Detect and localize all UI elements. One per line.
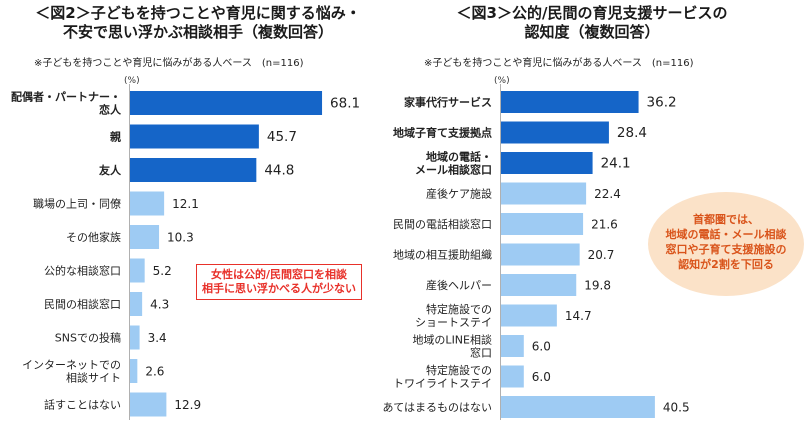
fig3-bar-1 bbox=[501, 121, 609, 144]
fig3-bar-2 bbox=[501, 152, 593, 174]
fig3-category-label-10: あてはまるものはない bbox=[382, 401, 492, 414]
fig3-bar-0 bbox=[501, 91, 639, 113]
fig3-bar-7 bbox=[501, 304, 557, 327]
fig3-value-label-0: 36.2 bbox=[647, 95, 677, 111]
fig2-category-label-1: 親 bbox=[110, 130, 121, 144]
fig2-value-label-5: 5.2 bbox=[153, 264, 172, 278]
fig2-bar-2 bbox=[130, 158, 257, 182]
fig3-bar-4 bbox=[501, 213, 584, 235]
fig3-value-label-10: 40.5 bbox=[663, 401, 690, 415]
fig3-category-label-3: 産後ケア施設 bbox=[426, 187, 492, 201]
fig2-unit-label: (%) bbox=[124, 76, 140, 86]
fig2-bar-8 bbox=[130, 359, 138, 383]
fig2-value-label-4: 10.3 bbox=[167, 231, 194, 245]
fig2-bar-7 bbox=[130, 325, 140, 350]
fig3-value-label-2: 24.1 bbox=[601, 156, 631, 172]
fig3-bar-5 bbox=[501, 243, 580, 266]
fig2-category-label-9: 話すことはない bbox=[44, 398, 121, 412]
fig2-category-label-5: 公的な相談窓口 bbox=[44, 264, 121, 278]
fig2-bar-0 bbox=[130, 91, 323, 115]
fig2-value-label-2: 44.8 bbox=[264, 163, 294, 179]
fig3-bar-3 bbox=[501, 182, 587, 205]
fig2-value-label-0: 68.1 bbox=[330, 96, 360, 112]
fig2-title: ＜図2＞子どもを持つことや育児に関する悩み・ 不安で思い浮かぶ相談相手（複数回答… bbox=[35, 4, 361, 41]
fig3-value-label-4: 21.6 bbox=[591, 218, 618, 232]
fig3-unit-label: (%) bbox=[494, 76, 510, 86]
fig3-category-label-6: 産後ヘルパー bbox=[426, 278, 492, 292]
fig2-category-label-2: 友人 bbox=[99, 163, 122, 177]
fig3-category-label-2: 地域の電話・メール相談窓口 bbox=[415, 150, 492, 177]
fig2-value-label-6: 4.3 bbox=[150, 298, 169, 312]
fig2-value-label-8: 2.6 bbox=[145, 365, 164, 379]
fig3-title: ＜図3＞公的/民間の育児支援サービスの 認知度（複数回答） bbox=[456, 4, 728, 41]
fig3-category-label-8: 地域のLINE相談窓口 bbox=[412, 333, 492, 360]
fig3-value-label-6: 19.8 bbox=[584, 279, 611, 293]
fig2-value-label-9: 12.9 bbox=[174, 398, 201, 412]
fig3-category-label-7: 特定施設でのショートステイ bbox=[415, 302, 492, 329]
fig2-callout: 女性は公的/民間窓口を相談 相手に思い浮かべる人が少ない bbox=[196, 264, 362, 300]
fig3-bubble: 首都圏では、 地域の電話・メール相談 窓口や子育て支援施設の 認知が2割を下回る bbox=[648, 192, 804, 296]
fig3-bar-6 bbox=[501, 274, 577, 296]
fig3-category-label-0: 家事代行サービス bbox=[404, 95, 492, 109]
fig2-bar-4 bbox=[130, 225, 160, 249]
fig2-value-label-3: 12.1 bbox=[172, 197, 199, 211]
fig3-category-label-4: 民間の電話相談窓口 bbox=[393, 217, 492, 231]
fig3-category-label-9: 特定施設でのトワイライトステイ bbox=[393, 363, 492, 390]
fig2-category-label-6: 民間の相談窓口 bbox=[44, 297, 121, 311]
fig2-bar-1 bbox=[130, 124, 259, 149]
fig3-value-label-1: 28.4 bbox=[617, 125, 647, 141]
fig3-bar-8 bbox=[501, 335, 524, 357]
fig3-value-label-5: 20.7 bbox=[588, 248, 615, 262]
fig3-category-label-1: 地域子育て支援拠点 bbox=[393, 126, 492, 140]
fig2-category-label-7: SNSでの投稿 bbox=[55, 331, 121, 345]
fig2-category-label-8: インターネットでの相談サイト bbox=[22, 359, 121, 385]
fig2-value-label-7: 3.4 bbox=[148, 331, 167, 345]
fig2-bar-3 bbox=[130, 191, 165, 216]
fig2-category-label-4: その他家族 bbox=[66, 230, 121, 244]
fig3-category-label-5: 地域の相互援助組織 bbox=[393, 248, 492, 262]
fig2-bar-5 bbox=[130, 258, 145, 283]
fig2-bar-6 bbox=[130, 292, 143, 316]
fig3-value-label-7: 14.7 bbox=[565, 309, 592, 323]
fig2-category-label-3: 職場の上司・同僚 bbox=[33, 198, 121, 211]
fig2-note: ※子どもを持つことや育児に悩みがある人ベース (n=116) bbox=[34, 58, 304, 69]
fig3-value-label-3: 22.4 bbox=[594, 187, 621, 201]
fig2-bar-9 bbox=[130, 392, 167, 417]
fig3-note: ※子どもを持つことや育児に悩みがある人ベース (n=116) bbox=[424, 58, 694, 69]
fig3-value-label-8: 6.0 bbox=[532, 340, 551, 354]
fig2-category-label-0: 配偶者・パートナー・恋人 bbox=[11, 90, 122, 117]
fig3-bar-9 bbox=[501, 365, 524, 388]
fig3-bar-10 bbox=[501, 396, 655, 418]
fig3-value-label-9: 6.0 bbox=[532, 370, 551, 384]
fig2-value-label-1: 45.7 bbox=[267, 129, 297, 145]
